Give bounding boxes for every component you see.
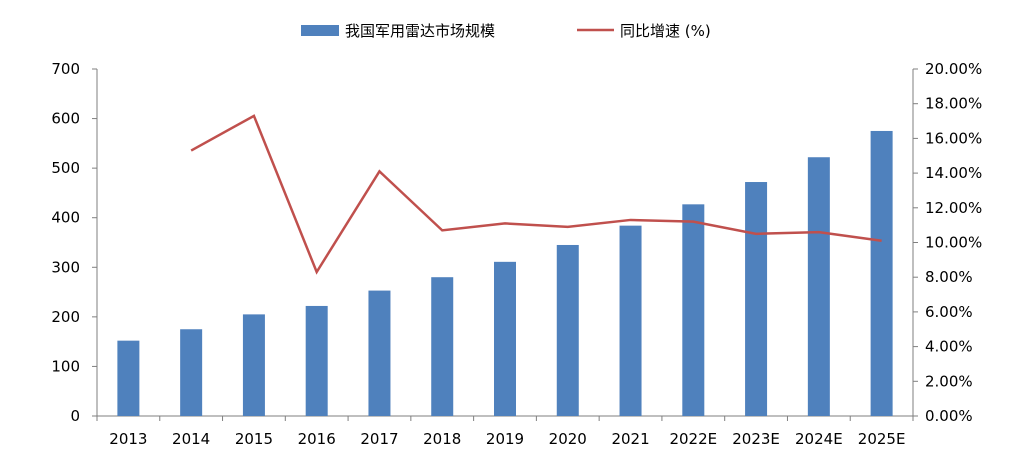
right-tick-label: 8.00% — [925, 268, 973, 286]
right-tick-label: 18.00% — [925, 95, 982, 113]
right-tick-label: 6.00% — [925, 303, 973, 321]
bar — [242, 314, 265, 416]
x-tick-label: 2021 — [611, 430, 649, 448]
x-tick-label: 2018 — [423, 430, 461, 448]
right-tick-label: 2.00% — [925, 372, 973, 390]
right-tick-label: 20.00% — [925, 60, 982, 78]
right-tick-label: 0.00% — [925, 407, 973, 425]
legend-bar-label: 我国军用雷达市场规模 — [345, 22, 495, 40]
left-tick-label: 0 — [70, 407, 80, 425]
x-tick-label: 2025E — [858, 430, 906, 448]
bar — [368, 290, 391, 416]
left-tick-label: 300 — [51, 258, 80, 276]
bar — [682, 204, 705, 416]
bar-series — [117, 130, 893, 417]
right-tick-label: 14.00% — [925, 164, 982, 182]
left-tick-label: 100 — [51, 357, 80, 375]
left-tick-label: 600 — [51, 110, 80, 128]
right-tick-label: 4.00% — [925, 338, 973, 356]
bar — [117, 340, 140, 416]
x-tick-label: 2019 — [486, 430, 524, 448]
bar — [305, 305, 328, 416]
x-tick-label: 2013 — [109, 430, 147, 448]
x-tick-label: 2022E — [669, 430, 717, 448]
x-tick-label: 2014 — [172, 430, 210, 448]
bar — [556, 244, 579, 416]
legend-bar-swatch — [301, 25, 339, 36]
growth-line — [190, 114, 882, 275]
legend-line-label: 同比增速 (%) — [620, 22, 711, 40]
left-tick-label: 200 — [51, 308, 80, 326]
bar — [619, 225, 642, 416]
right-tick-label: 12.00% — [925, 199, 982, 217]
left-tick-label: 700 — [51, 60, 80, 78]
right-tick-label: 10.00% — [925, 234, 982, 252]
bar — [870, 130, 893, 416]
right-tick-label: 16.00% — [925, 129, 982, 147]
x-tick-label: 2024E — [795, 430, 843, 448]
left-tick-label: 400 — [51, 209, 80, 227]
x-tick-label: 2020 — [549, 430, 587, 448]
axes: 0 100 200 300 400 500 600 700 0.00% 2.00% 4.00% 6.0… — [51, 60, 982, 448]
left-tick-label: 500 — [51, 159, 80, 177]
legend: 我国军用雷达市场规模 同比增速 (%) — [301, 22, 711, 40]
bar — [807, 157, 830, 417]
x-tick-label: 2016 — [298, 430, 336, 448]
bar — [431, 277, 454, 416]
line-series — [190, 114, 882, 275]
x-tick-label: 2015 — [235, 430, 273, 448]
x-tick-label: 2017 — [360, 430, 398, 448]
x-tick-label: 2023E — [732, 430, 780, 448]
bar — [180, 329, 203, 416]
bar — [494, 261, 516, 416]
bar — [745, 182, 768, 416]
